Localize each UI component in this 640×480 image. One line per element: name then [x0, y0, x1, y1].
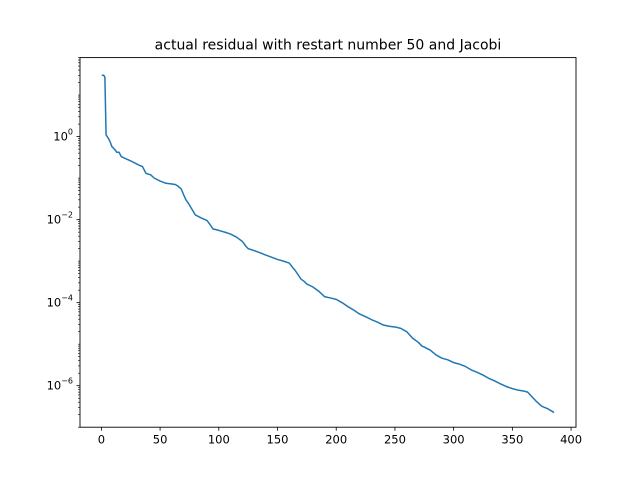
x-tick-label: 0	[98, 433, 105, 447]
x-tick-label: 50	[153, 433, 168, 447]
series-line-0	[101, 74, 555, 414]
x-tick-label: 150	[267, 433, 289, 447]
y-tick-label: 10−4	[47, 294, 73, 310]
y-tick-label: 10−2	[47, 211, 73, 227]
plot-marks	[101, 74, 555, 414]
chart-title: actual residual with restart number 50 a…	[155, 38, 502, 54]
y-tick-label: 100	[53, 128, 73, 144]
x-tick-label: 350	[501, 433, 523, 447]
x-axis: 0 50 100 150 200 250 300 350 400	[98, 427, 582, 447]
y-tick-label: 10−6	[47, 377, 73, 393]
x-tick-label: 300	[443, 433, 465, 447]
x-tick-label: 400	[560, 433, 582, 447]
y-axis: 100 10−2 10−4 10−6	[47, 57, 80, 428]
plot-frame	[79, 57, 577, 428]
x-tick-label: 100	[208, 433, 230, 447]
x-tick-label: 200	[325, 433, 347, 447]
x-tick-label: 250	[384, 433, 406, 447]
